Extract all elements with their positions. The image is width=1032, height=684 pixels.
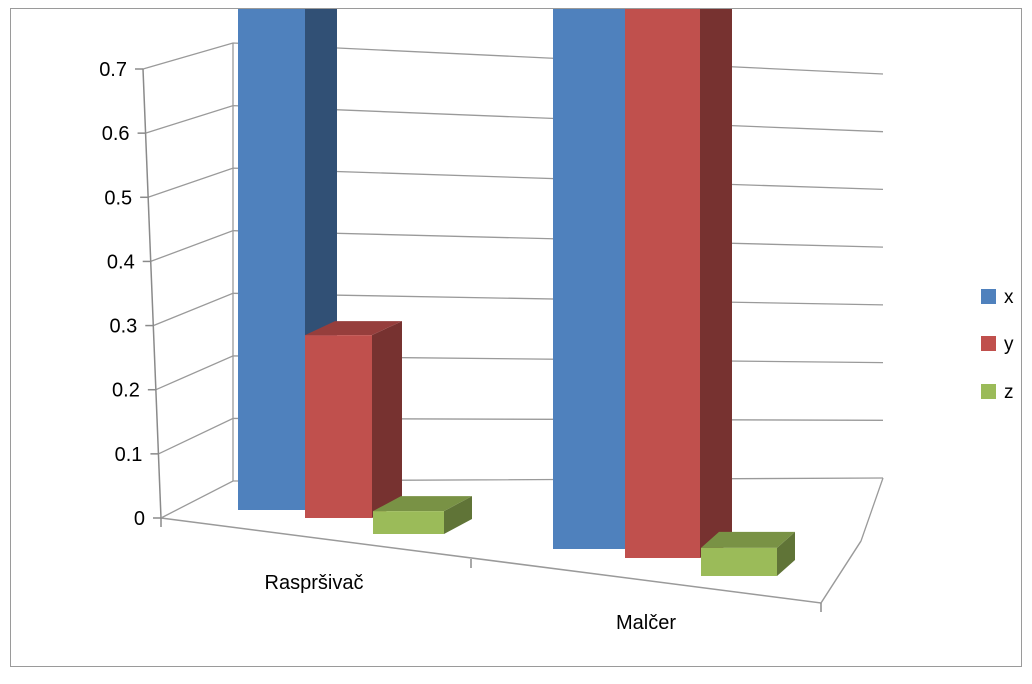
axis-labels: 0 0.1 0.2 0.3 0.4 0.5 0.6 0.7 Raspršivač Malčer: [99, 59, 676, 634]
bars: [238, 9, 795, 576]
bar-side: [700, 9, 732, 558]
bar-front: [305, 335, 372, 518]
y-tick-label: 0.3: [109, 316, 137, 338]
category-label: Raspršivač: [265, 572, 364, 594]
chart-area: 0 0.1 0.2 0.3 0.4 0.5 0.6 0.7 Raspršivač Malčer x…: [10, 8, 1022, 667]
bar-front: [625, 9, 700, 558]
bar-top: [373, 496, 472, 512]
y-tick-label: 0.1: [115, 444, 143, 466]
bar: [305, 321, 402, 518]
y-tick-label: 0: [134, 508, 145, 530]
y-tick-label: 0.6: [102, 123, 130, 145]
bar-side: [777, 531, 795, 576]
bar-side: [372, 321, 402, 518]
bar-front: [553, 9, 625, 549]
chart-plot: 0 0.1 0.2 0.3 0.4 0.5 0.6 0.7 Raspršivač Malčer x…: [99, 9, 1014, 634]
bar-side: [444, 496, 472, 534]
bar-top: [701, 531, 795, 548]
y-tick-label: 0.7: [99, 59, 127, 81]
y-axis-line: [142, 68, 162, 519]
legend-label: x: [1004, 287, 1014, 308]
legend-label: y: [1004, 334, 1014, 355]
legend-swatch: [981, 289, 996, 304]
y-tick-label: 0.4: [107, 251, 135, 273]
bar: [373, 496, 472, 534]
y-tick-label: 0.2: [112, 380, 140, 402]
category-label: Malčer: [616, 612, 676, 634]
y-tick-label: 0.5: [104, 187, 132, 209]
bar: [701, 531, 795, 576]
floor-right-edge: [860, 477, 884, 542]
legend-label: z: [1004, 382, 1014, 403]
bar-front: [373, 511, 444, 534]
bar-front: [701, 547, 777, 576]
legend: x y z: [981, 287, 1014, 403]
legend-swatch: [981, 384, 996, 399]
legend-swatch: [981, 336, 996, 351]
bar: [625, 9, 732, 558]
bar-top: [305, 321, 402, 336]
axes: [135, 43, 884, 612]
bar-front: [238, 9, 305, 510]
